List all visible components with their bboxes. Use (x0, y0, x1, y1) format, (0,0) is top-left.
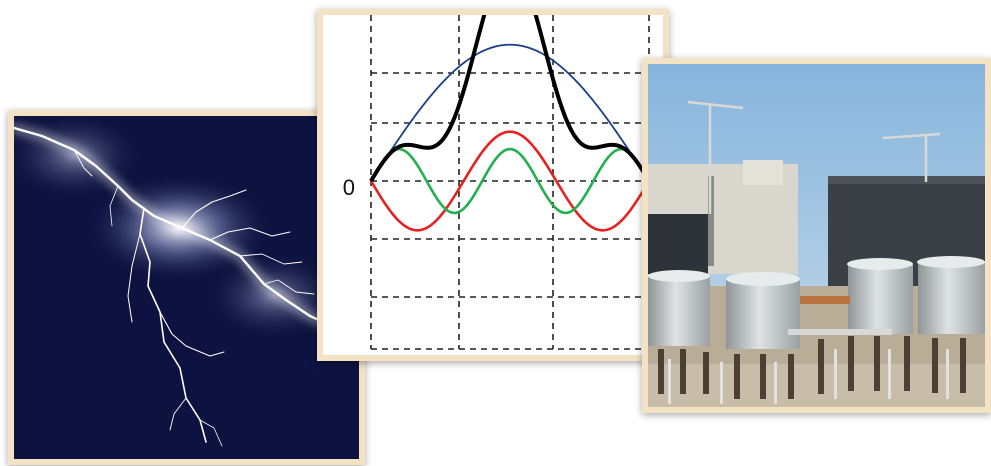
chart-grid (370, 15, 659, 350)
waveform-chart-card: 0 (317, 9, 669, 361)
lightning-bolt-image (14, 116, 359, 459)
series-fundamental (370, 43, 650, 182)
lightning-photo-card (8, 110, 365, 465)
electrical-equipment-image (648, 64, 985, 407)
waveform-chart: 0 (343, 15, 659, 350)
reactor-tanks (648, 256, 985, 349)
series-sum (369, 15, 651, 183)
bolt-branches (14, 123, 337, 447)
series-harmonic-a (369, 130, 651, 232)
zero-axis-label: 0 (343, 175, 355, 200)
insulators (658, 336, 966, 399)
series-harmonic-b (369, 147, 651, 215)
chart-series (369, 15, 651, 232)
equipment-photo-card (642, 58, 991, 413)
lamp-posts (687, 100, 941, 214)
